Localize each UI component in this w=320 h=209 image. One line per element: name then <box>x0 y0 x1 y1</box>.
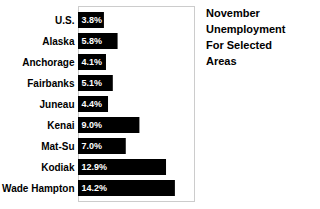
html-text:Unemployment: Unemployment <box>206 22 286 35</box>
svg-text:Anchorage: Anchorage <box>22 57 75 68</box>
svg-text:4.4%: 4.4% <box>82 99 103 109</box>
svg-text:5.8%: 5.8% <box>82 36 103 46</box>
svg-text:5.1%: 5.1% <box>82 78 103 88</box>
svg-text:9.0%: 9.0% <box>82 120 103 130</box>
svg-text:Alaska: Alaska <box>42 36 75 47</box>
svg-text:14.2%: 14.2% <box>82 183 108 193</box>
svg-text:U.S.: U.S. <box>55 15 75 26</box>
svg-text:7.0%: 7.0% <box>82 141 103 151</box>
html-text:Areas: Areas <box>206 54 237 67</box>
svg-text:Kodiak: Kodiak <box>41 162 75 173</box>
svg-text:Kenai: Kenai <box>47 120 74 131</box>
svg-text:12.9%: 12.9% <box>82 162 108 172</box>
svg-text:Wade Hampton: Wade Hampton <box>2 183 74 194</box>
svg-text:4.1%: 4.1% <box>82 57 103 67</box>
svg-text:Juneau: Juneau <box>39 99 74 110</box>
html-text:November: November <box>206 7 260 19</box>
html-text:For Selected: For Selected <box>206 38 272 51</box>
svg-text:3.8%: 3.8% <box>82 15 103 25</box>
svg-text:Mat-Su: Mat-Su <box>41 141 74 152</box>
svg-text:Fairbanks: Fairbanks <box>27 78 75 89</box>
